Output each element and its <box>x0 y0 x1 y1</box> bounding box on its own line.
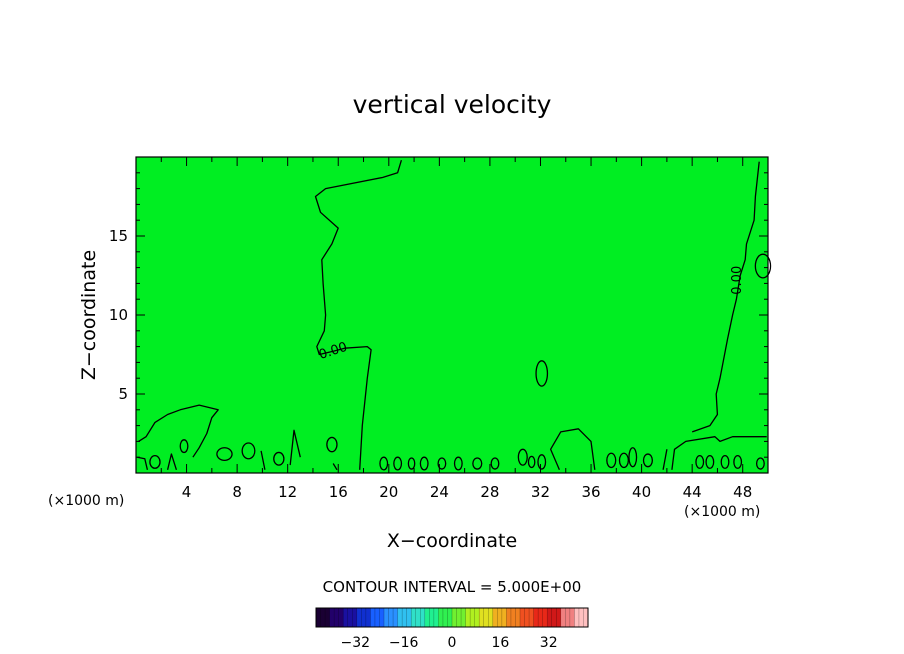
closed-contour <box>720 454 730 469</box>
contour-line <box>137 456 149 470</box>
colorbar-swatch <box>384 608 399 627</box>
colorbar-tick-label: −16 <box>389 635 419 651</box>
closed-contour <box>216 447 233 462</box>
contour-line <box>662 449 668 470</box>
x-axis-ticks: 4 8 12 16 20 24 28 32 36 40 44 48 <box>160 157 752 501</box>
closed-contour <box>733 454 743 469</box>
plot-area <box>136 157 768 473</box>
x-tick-label: 8 <box>232 483 242 501</box>
colorbar <box>315 607 589 628</box>
closed-contour <box>527 455 536 469</box>
x-axis-unit-left: (×1000 m) <box>48 493 124 509</box>
colorbar-tick-label: 0 <box>448 635 457 651</box>
x-tick-label: 44 <box>683 483 702 501</box>
closed-contour <box>379 456 389 471</box>
closed-contour <box>472 457 483 470</box>
colorbar-swatch <box>438 608 453 627</box>
y-axis-label: Z−coordinate <box>78 250 100 380</box>
colorbar-tick-label: 32 <box>540 635 558 651</box>
colorbar-swatch <box>329 608 344 627</box>
colorbar-swatch <box>424 608 439 627</box>
closed-contour <box>453 456 463 471</box>
colorbar-swatch <box>479 608 494 627</box>
contour-line <box>260 450 266 470</box>
closed-contour <box>535 360 549 387</box>
closed-contour <box>642 453 653 468</box>
y-tick-label: 10 <box>109 306 128 324</box>
chart-title: vertical velocity <box>353 90 552 119</box>
contour-line <box>314 160 403 470</box>
contour-line <box>332 463 338 471</box>
y-tick-label: 5 <box>118 385 128 403</box>
closed-contour <box>755 457 765 470</box>
closed-contour <box>241 442 256 460</box>
closed-contour <box>490 457 500 470</box>
colorbar-swatch <box>370 608 385 627</box>
colorbar-swatch <box>560 608 575 627</box>
closed-contour <box>407 457 416 470</box>
x-tick-label: 4 <box>182 483 192 501</box>
closed-contour <box>628 447 638 468</box>
colorbar-swatch <box>411 608 426 627</box>
closed-contour <box>149 454 161 469</box>
colorbar-swatch <box>316 608 331 627</box>
colorbar-swatch <box>465 608 480 627</box>
closed-contour <box>695 454 705 469</box>
colorbar-swatch <box>520 608 535 627</box>
closed-contour <box>606 452 617 469</box>
closed-contour <box>517 448 528 466</box>
contour-line <box>289 429 301 466</box>
closed-contour <box>326 436 338 453</box>
closed-contour <box>179 439 189 454</box>
y-axis-ticks: 5 10 15 <box>109 172 768 458</box>
closed-contour <box>754 253 772 279</box>
colorbar-swatch <box>452 608 467 627</box>
x-tick-label: 16 <box>329 483 348 501</box>
x-axis-unit-right: (×1000 m) <box>684 504 760 520</box>
x-tick-label: 36 <box>581 483 600 501</box>
contour-line <box>138 404 219 458</box>
y-tick-label: 15 <box>109 227 128 245</box>
closed-contour <box>705 454 715 469</box>
contour-line <box>166 453 178 470</box>
x-tick-label: 48 <box>733 483 752 501</box>
colorbar-frame <box>315 607 589 628</box>
contour-line <box>691 161 760 433</box>
contour-interval-text: CONTOUR INTERVAL = 5.000E+00 <box>323 578 582 596</box>
contour-line <box>671 436 767 470</box>
colorbar-ticks: −32 −16 0 16 32 <box>341 635 558 651</box>
colorbar-tick-label: 16 <box>491 635 509 651</box>
closed-contour <box>393 456 403 471</box>
colorbar-swatch <box>343 608 358 627</box>
x-tick-label: 20 <box>379 483 398 501</box>
contour-label: 0.00 <box>730 266 745 295</box>
closed-contour <box>273 451 285 466</box>
contour-line <box>549 428 596 471</box>
colorbar-swatch <box>492 608 507 627</box>
colorbar-tick-label: −32 <box>341 635 371 651</box>
colorbar-swatch <box>356 608 371 627</box>
x-axis-label: X−coordinate <box>387 530 517 552</box>
closed-contour <box>618 452 629 469</box>
colorbar-swatch <box>574 608 589 627</box>
x-tick-label: 32 <box>531 483 550 501</box>
closed-contour <box>437 457 447 470</box>
x-tick-label: 12 <box>278 483 297 501</box>
closed-contour <box>419 456 429 471</box>
colorbar-swatch <box>547 608 562 627</box>
contour-layer <box>137 160 772 471</box>
x-tick-label: 28 <box>480 483 499 501</box>
closed-contour <box>537 454 547 470</box>
colorbar-swatch <box>397 608 412 627</box>
x-tick-label: 40 <box>632 483 651 501</box>
colorbar-swatch <box>533 608 548 627</box>
colorbar-swatch <box>506 608 521 627</box>
x-tick-label: 24 <box>430 483 449 501</box>
